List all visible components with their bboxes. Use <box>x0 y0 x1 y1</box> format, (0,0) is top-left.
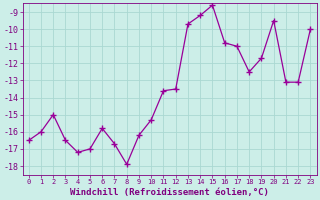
X-axis label: Windchill (Refroidissement éolien,°C): Windchill (Refroidissement éolien,°C) <box>70 188 269 197</box>
